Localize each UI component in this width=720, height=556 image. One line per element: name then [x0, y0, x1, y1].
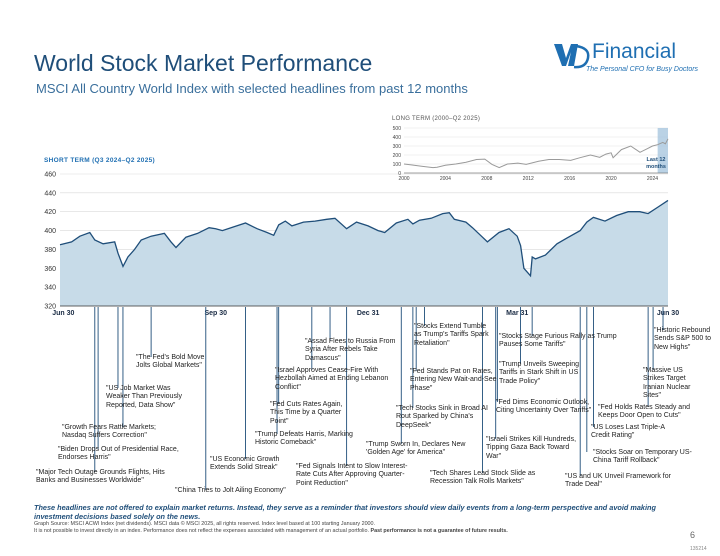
long-y-tick-label: 300	[393, 144, 402, 150]
page-title: World Stock Market Performance	[34, 50, 373, 76]
document-code: 135214	[690, 546, 707, 552]
long-y-tick-label: 200	[393, 153, 402, 159]
headline-item: "Israel Approves Cease-Fire With Hezboll…	[275, 367, 389, 391]
long-y-tick-label: 500	[393, 126, 402, 132]
long-y-tick-label: 0	[398, 171, 401, 177]
long-x-tick-label: 2008	[481, 176, 492, 182]
headline-item: "The Fed's Bold Move Jolts Global Market…	[136, 354, 205, 370]
y-tick-label: 440	[44, 190, 56, 197]
headline-item: "US and UK Unveil Framework for Trade De…	[565, 473, 671, 489]
headline-item: "Fed Holds Rates Steady and Keeps Door O…	[598, 404, 690, 420]
headline-item: "Biden Drops Out of Presidential Race, E…	[58, 446, 179, 462]
headline-item: "Massive US Strikes Target Iranian Nucle…	[643, 367, 691, 400]
x-tick-label: Jun 30	[657, 310, 679, 317]
headline-item: "Fed Cuts Rates Again, This Time by a Qu…	[270, 401, 343, 425]
y-tick-label: 420	[44, 209, 56, 216]
headline-item: "US Economic Growth Extends Solid Streak…	[210, 456, 280, 472]
headline-item: "Fed Stands Pat on Rates, Entering New W…	[410, 368, 497, 392]
logo-tagline: The Personal CFO for Busy Doctors	[586, 66, 699, 73]
x-tick-label: Mar 31	[506, 310, 528, 317]
long-term-chart-label: LONG TERM (2000–Q2 2025)	[392, 116, 481, 122]
headline-item: "Fed Signals Intent to Slow Interest-Rat…	[296, 463, 408, 487]
long-y-tick-label: 100	[393, 162, 402, 168]
long-x-tick-label: 2024	[647, 176, 658, 182]
short-term-chart-label: SHORT TERM (Q3 2024–Q2 2025)	[44, 157, 155, 164]
headline-item: "Trump Sworn In, Declares New 'Golden Ag…	[366, 441, 466, 457]
headline-item: "Tech Stocks Sink in Broad AI Rout Spark…	[396, 405, 488, 429]
headline-item: "Israeli Strikes Kill Hundreds, Tipping …	[486, 436, 577, 460]
headline-item: "Historic Rebound Sends S&P 500 to New H…	[654, 327, 712, 351]
headline-item: "China Tries to Jolt Ailing Economy"	[175, 487, 286, 494]
long-x-tick-label: 2004	[440, 176, 451, 182]
headline-item: "Tech Shares Lead Stock Slide as Recessi…	[430, 470, 536, 486]
source-line-2-bold: Past performance is not a guarantee of f…	[370, 528, 508, 535]
source-line-1: Graph Source: MSCI ACWI Index (net divid…	[34, 521, 376, 527]
source-line-2: It is not possible to invest directly in…	[34, 528, 674, 535]
long-annotation-line-2: months	[646, 164, 666, 170]
long-x-tick-label: 2012	[523, 176, 534, 182]
last-12-months-highlight	[657, 128, 668, 173]
source-line-2-text: It is not possible to invest directly in…	[34, 528, 371, 535]
headline-item: "US Job Market Was Weaker Than Previousl…	[106, 385, 182, 409]
long-x-tick-label: 2020	[605, 176, 616, 182]
y-tick-label: 380	[44, 247, 56, 254]
long-y-tick-label: 400	[393, 135, 402, 141]
headline-item: "Stocks Soar on Temporary US-China Tarif…	[593, 449, 692, 465]
headline-item: "Major Tech Outage Grounds Flights, Hits…	[36, 469, 165, 485]
x-tick-label: Sep 30	[204, 310, 227, 317]
headline-connectors	[94, 307, 664, 490]
long-term-chart: 0 100 200 300 400 500 2000 2004 2008 2012 2016 2020…	[393, 126, 669, 182]
headline-item: "Trump Unveils Sweeping Tariffs in Stark…	[499, 361, 580, 385]
disclaimer-text: These headlines are not offered to expla…	[34, 503, 656, 521]
long-term-line	[403, 138, 669, 169]
long-x-tick-label: 2000	[398, 176, 409, 182]
headline-item: "US Loses Last Triple-A Credit Rating"	[591, 424, 665, 440]
headline-item: "Growth Fears Rattle Markets; Nasdaq Suf…	[62, 424, 156, 440]
headline-item: "Fed Dims Economic Outlook, Citing Uncer…	[496, 399, 592, 415]
short-term-area	[60, 200, 668, 306]
headline-item: "Stocks Stage Furious Rally as Trump Pau…	[499, 333, 617, 349]
page-number: 6	[690, 530, 696, 540]
x-tick-label: Dec 31	[357, 310, 380, 317]
page-subtitle: MSCI All Country World Index with select…	[36, 81, 468, 96]
headline-item: "Trump Defeats Harris, Marking Historic …	[255, 431, 353, 447]
long-x-tick-label: 2016	[564, 176, 575, 182]
x-tick-label: Jun 30	[52, 310, 74, 317]
y-tick-label: 340	[44, 285, 56, 292]
short-term-chart: 320 340 360 380 400 420 440 460 Jun 30 Sep 30 Dec …	[44, 172, 679, 318]
logo-text: Financial	[592, 40, 677, 63]
y-tick-label: 460	[44, 172, 56, 179]
headline-item: "Stocks Extend Tumble as Trump's Tariffs…	[414, 323, 489, 347]
short-term-line	[59, 199, 669, 278]
source-note: Graph Source: MSCI ACWI Index (net divid…	[34, 521, 674, 535]
y-tick-label: 400	[44, 228, 56, 235]
headline-item: "Assad Flees to Russia From Syria After …	[305, 338, 396, 362]
y-tick-label: 360	[44, 266, 56, 273]
long-annotation-line-1: Last 12	[647, 157, 666, 163]
y-tick-label: 320	[44, 304, 56, 311]
company-logo: Financial The Personal CFO for Busy Doct…	[552, 40, 702, 80]
logo-mark-icon	[554, 44, 590, 69]
